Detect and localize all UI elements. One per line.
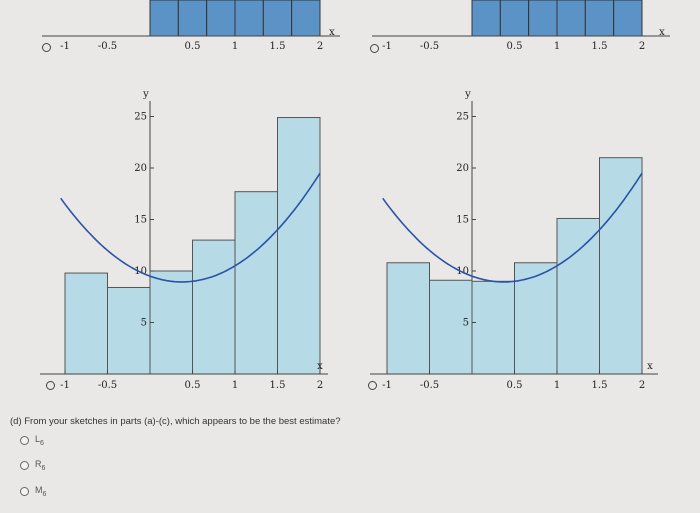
choice-m6[interactable]: M6 [20, 485, 46, 498]
riemann-rect [192, 239, 236, 375]
x-tick-label: 1 [554, 380, 560, 391]
y-axis-label: y [142, 90, 149, 100]
top-x-tick-label: -1 [60, 41, 70, 52]
riemann-rect [64, 272, 108, 375]
top-x-tick-label: 2 [639, 41, 645, 52]
top-left-graph: -1 -0.5 0.5 1 1.5 2x [42, 0, 340, 52]
left-graph-radio[interactable] [46, 381, 55, 390]
radio-m6[interactable] [20, 486, 29, 496]
riemann-rect [556, 217, 600, 375]
y-tick-label: 25 [456, 112, 469, 123]
riemann-rect [234, 191, 278, 375]
choice-r6-label: R6 [35, 459, 46, 472]
riemann-rect [277, 117, 321, 375]
top-bar [262, 0, 293, 37]
x-tick-label: -0.5 [98, 380, 117, 391]
x-axis-label: x [647, 361, 653, 372]
y-tick-label: 15 [456, 215, 469, 226]
x-tick-label: 0.5 [185, 380, 201, 391]
x-tick-label: 1.5 [270, 380, 286, 391]
x-axis-label: x [317, 361, 323, 372]
top-x-axis-label: x [659, 27, 665, 38]
y-axis-label: y [464, 90, 471, 100]
top-x-tick-label: 2 [317, 41, 323, 52]
top-left-graph-radio[interactable] [42, 43, 51, 52]
top-x-tick-label: 1 [554, 41, 560, 52]
y-tick-label: 25 [134, 112, 147, 123]
function-curve [382, 172, 643, 283]
riemann-rect [149, 270, 193, 375]
top-x-tick-label: -0.5 [420, 41, 439, 52]
top-bar [206, 0, 236, 37]
top-bar [499, 0, 530, 37]
top-x-tick-label: 0.5 [185, 41, 201, 52]
choice-r6[interactable]: R6 [20, 459, 45, 472]
x-tick-label: 2 [317, 380, 323, 391]
top-x-tick-label: 1 [232, 41, 238, 52]
function-curve [60, 172, 321, 283]
y-tick-label: 5 [463, 318, 469, 329]
x-tick-label: -0.5 [420, 380, 439, 391]
riemann-rect [471, 280, 515, 375]
x-tick-label: 1 [232, 380, 238, 391]
top-bar [556, 0, 586, 37]
radio-l6[interactable] [20, 435, 29, 445]
top-bar [291, 0, 321, 37]
y-tick-label: 20 [134, 163, 147, 174]
y-tick-label: 5 [141, 318, 147, 329]
x-tick-label: -1 [60, 380, 70, 391]
x-tick-label: 0.5 [507, 380, 523, 391]
top-bar [528, 0, 558, 37]
choice-l6-label: L6 [35, 434, 44, 447]
top-right-graph-radio[interactable] [370, 44, 379, 53]
riemann-rect [386, 262, 430, 375]
choice-l6[interactable]: L6 [20, 434, 44, 447]
top-bar [234, 0, 264, 37]
riemann-rect [514, 262, 558, 375]
top-bar [613, 0, 643, 37]
top-x-tick-label: -0.5 [98, 41, 117, 52]
y-tick-label: 20 [456, 163, 469, 174]
top-x-tick-label: 1.5 [592, 41, 608, 52]
choice-m6-label: M6 [35, 485, 47, 498]
riemann-rect [107, 286, 151, 375]
top-x-tick-label: 0.5 [507, 41, 523, 52]
top-bar [471, 0, 501, 37]
radio-r6[interactable] [20, 460, 29, 470]
x-tick-label: -1 [382, 380, 392, 391]
y-tick-label: 15 [134, 215, 147, 226]
question-text: (d) From your sketches in parts (a)-(c),… [10, 416, 341, 427]
top-right-graph: -1 -0.5 0.5 1 1.5 2 x [372, 0, 670, 52]
x-tick-label: 1.5 [592, 380, 608, 391]
right-graph-radio[interactable] [368, 381, 377, 390]
top-x-axis-label: x [329, 27, 335, 38]
top-bar [177, 0, 208, 37]
x-tick-label: 2 [639, 380, 645, 391]
top-bar [149, 0, 179, 37]
top-x-tick-label: 1.5 [270, 41, 286, 52]
riemann-rect [599, 157, 643, 375]
top-x-tick-label: -1 [382, 41, 392, 52]
top-bar [584, 0, 615, 37]
